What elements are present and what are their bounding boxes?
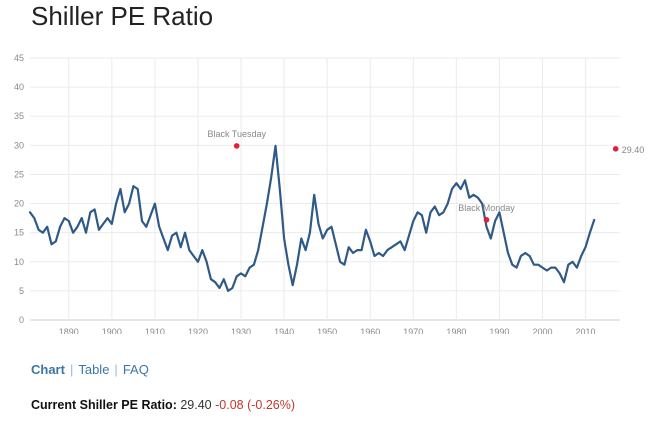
y-tick-label: 0 — [19, 315, 24, 325]
y-tick-label: 10 — [14, 257, 24, 267]
x-tick-label: 1890 — [59, 327, 79, 334]
tab-separator: | — [69, 362, 74, 377]
y-tick-label: 45 — [14, 53, 24, 63]
series-line — [28, 144, 596, 292]
tab-chart[interactable]: Chart — [31, 362, 65, 377]
x-tick-label: 2000 — [532, 327, 552, 334]
x-tick-label: 1910 — [145, 327, 165, 334]
chart-grid — [30, 57, 620, 321]
x-tick-label: 1950 — [317, 327, 337, 334]
annotation-label: Black Tuesday — [207, 129, 266, 139]
x-tick-label: 1920 — [188, 327, 208, 334]
y-tick-label: 30 — [14, 140, 24, 150]
x-tick-label: 1900 — [102, 327, 122, 334]
y-tick-label: 5 — [19, 286, 24, 296]
current-value: 29.40 — [180, 398, 212, 412]
tab-table[interactable]: Table — [78, 362, 110, 377]
chart-tabs: Chart | Table | FAQ — [31, 362, 149, 377]
annotation-marker — [483, 217, 490, 223]
x-axis: 1890 1900 1910 1920 1930 1940 1950 1960 1970 1980… — [59, 327, 596, 334]
y-tick-label: 40 — [14, 82, 24, 92]
current-value-row: Current Shiller PE Ratio: 29.40 -0.08 (-… — [31, 398, 295, 412]
x-tick-label: 1990 — [489, 327, 509, 334]
series-group — [28, 144, 596, 292]
page-title: Shiller PE Ratio — [31, 1, 214, 31]
x-tick-label: 1970 — [403, 327, 423, 334]
tab-separator: | — [114, 362, 118, 377]
shiller-pe-chart: 1890 1900 1910 1920 1930 1940 1950 1960 1970 1980… — [14, 53, 644, 334]
current-label: Current Shiller PE Ratio: — [31, 398, 177, 412]
x-tick-label: 1960 — [360, 327, 380, 334]
tab-faq[interactable]: FAQ — [122, 362, 149, 377]
y-tick-label: 15 — [14, 228, 24, 238]
y-tick-label: 20 — [14, 199, 24, 209]
annotation-marker — [233, 143, 240, 149]
y-axis: 0 5 10 15 20 25 30 35 40 45 — [14, 53, 24, 325]
annotation-label: 29.40 — [622, 145, 645, 155]
x-tick-label: 1930 — [231, 327, 251, 334]
x-tick-label: 1980 — [446, 327, 466, 334]
y-tick-label: 35 — [14, 111, 24, 121]
annotations: Black Tuesday Black Monday 29.40 — [207, 129, 644, 223]
annotation-marker — [612, 146, 619, 152]
x-tick-label: 2010 — [576, 327, 596, 334]
y-tick-label: 25 — [14, 169, 24, 179]
current-change: -0.08 (-0.26%) — [215, 398, 296, 412]
annotation-label: Black Monday — [458, 203, 515, 213]
x-tick-label: 1940 — [274, 327, 294, 334]
